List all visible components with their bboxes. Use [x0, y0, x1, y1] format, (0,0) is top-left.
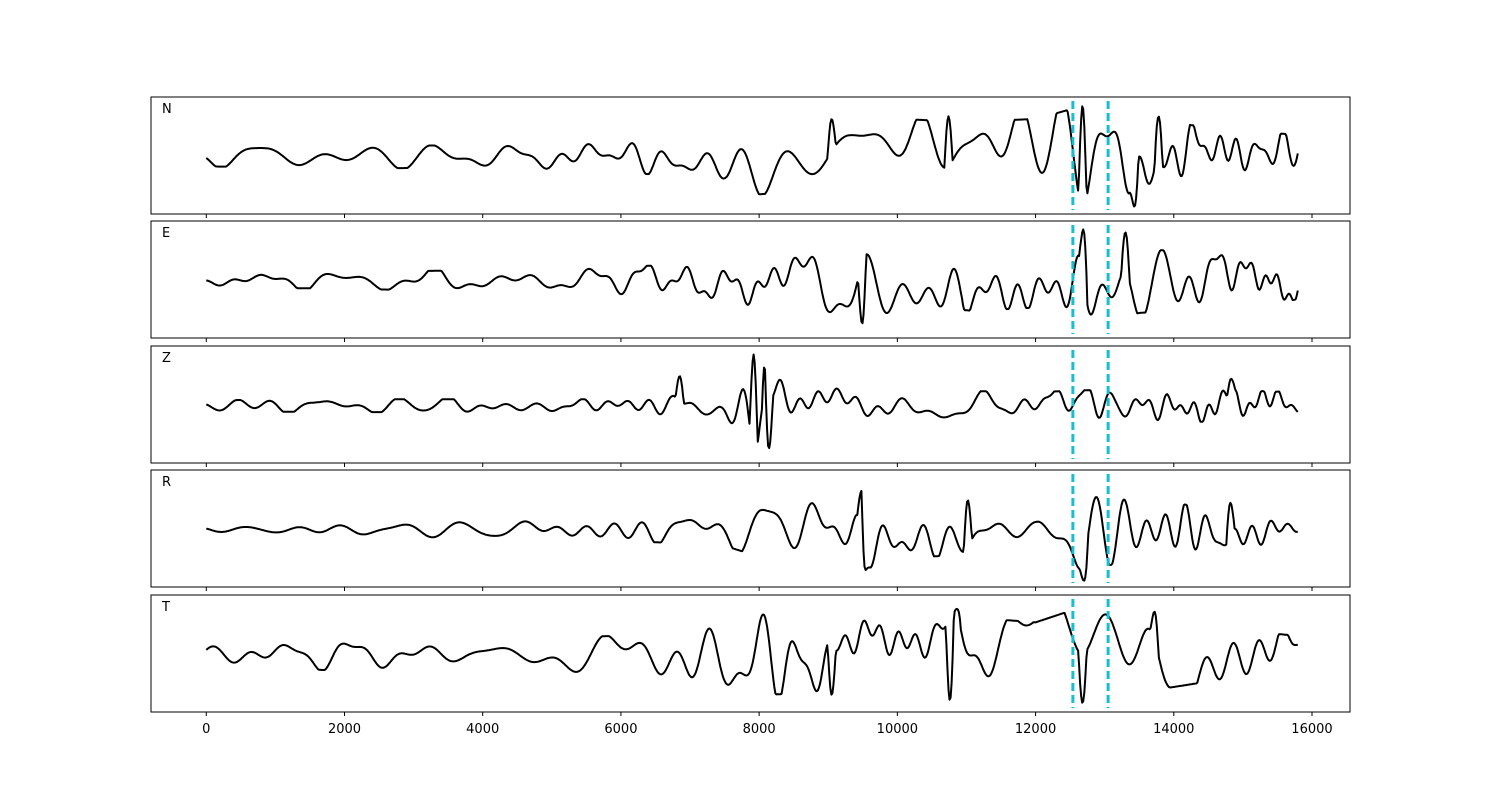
- axes-frame: [150, 96, 1351, 215]
- panel-n: N: [150, 96, 1351, 218]
- panel-t: T: [150, 594, 1351, 716]
- x-tick-label: 14000: [1153, 722, 1194, 737]
- panel-label: N: [162, 102, 172, 117]
- axes-frame: [150, 220, 1351, 339]
- panel-e: E: [150, 220, 1351, 342]
- panel-label: Z: [162, 351, 171, 366]
- axes-frame: [150, 594, 1351, 713]
- panel-label: E: [162, 226, 170, 241]
- x-tick-label: 0: [202, 722, 210, 737]
- axes-frame: [150, 345, 1351, 464]
- panel-z: Z: [150, 345, 1351, 467]
- panel-label: T: [161, 600, 170, 615]
- x-tick-label: 2000: [328, 722, 361, 737]
- panel-r: R: [150, 469, 1351, 591]
- waveform-trace-r: [206, 489, 1299, 582]
- axes-frame: [150, 469, 1351, 588]
- waveform-trace-e: [206, 228, 1299, 325]
- x-tick-label: 6000: [604, 722, 637, 737]
- x-tick-label: 8000: [743, 722, 776, 737]
- waveform-trace-t: [205, 607, 1298, 704]
- waveform-trace-z: [205, 353, 1299, 450]
- panel-label: R: [162, 475, 171, 490]
- x-tick-label: 16000: [1291, 722, 1332, 737]
- x-tick-label: 10000: [877, 722, 918, 737]
- x-tick-label: 12000: [1015, 722, 1056, 737]
- waveform-trace-n: [205, 105, 1299, 208]
- x-tick-label: 4000: [466, 722, 499, 737]
